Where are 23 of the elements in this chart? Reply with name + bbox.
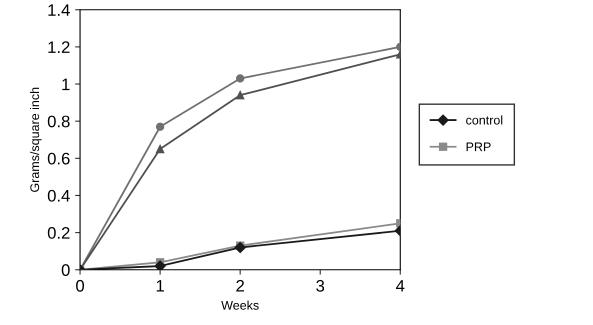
y-tick-label: 0.4 [48,190,70,202]
x-tick-label: 4 [396,280,404,292]
y-tick-label: 1.2 [48,41,70,53]
y-tick-label: 0.8 [48,116,70,128]
y-tick-label: 0.6 [48,152,70,165]
x-tick-label: 2 [236,280,244,292]
point [154,260,166,270]
y-axis-title: Grams/square inch [30,88,42,192]
x-tick-label: 1 [156,280,164,292]
x-tick-label: 3 [316,280,324,292]
x-tick-label: 0 [76,280,84,292]
y-tick-label: 1 [62,78,70,90]
point [156,144,164,154]
point [234,242,246,254]
y-tick-label: 0.2 [48,227,70,239]
point [156,122,164,131]
legend-label: control [466,115,502,125]
y-tick-label: 1.4 [48,4,70,16]
y-tick-label: 0 [62,264,70,276]
legend-label: PRP [466,142,491,152]
x-axis-title: Weeks [221,300,259,310]
point [236,74,244,83]
point [236,91,244,100]
